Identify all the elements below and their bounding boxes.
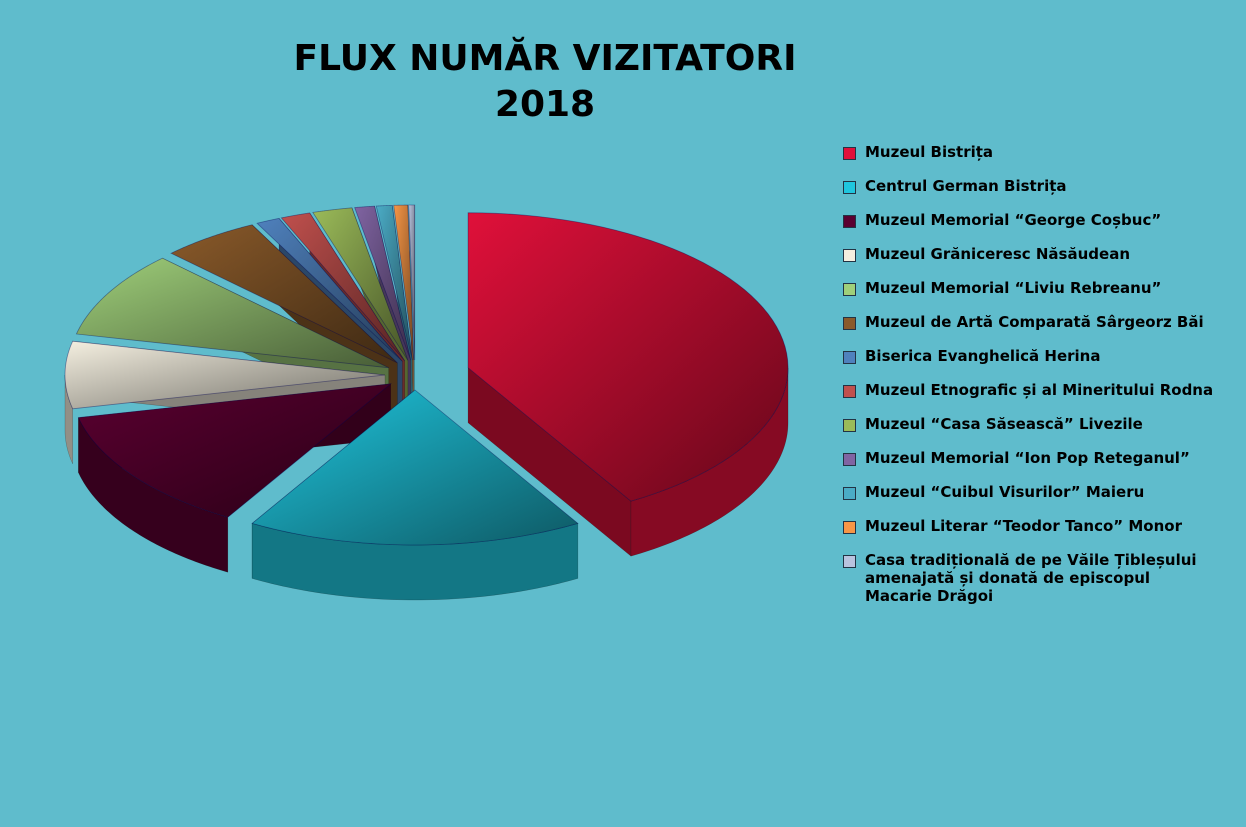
chart-title: FLUX NUMĂR VIZITATORI [293,38,797,79]
legend-label: Muzeul Etnografic și al Mineritului Rodn… [865,381,1214,399]
legend-label: Muzeul Memorial “Liviu Rebreanu” [865,279,1162,297]
legend-swatch [843,351,856,364]
legend-label: Muzeul “Casa Săsească” Livezile [865,415,1143,433]
legend-label: Muzeul Memorial “Ion Pop Reteganul” [865,449,1190,467]
legend-swatch [843,283,856,296]
legend-item: Muzeul “Casa Săsească” Livezile [840,415,1220,433]
legend-label: Biserica Evanghelică Herina [865,347,1101,365]
legend-swatch [843,181,856,194]
legend-swatch [843,317,856,330]
chart-subtitle: 2018 [494,84,596,125]
legend-item: Muzeul de Artă Comparată Sârgeorz Băi [840,313,1220,331]
slice [77,383,393,518]
legend-label: Muzeul de Artă Comparată Sârgeorz Băi [865,313,1204,331]
legend-swatch [843,147,856,160]
legend-label: Casa tradițională de pe Văile Țibleșului… [865,551,1197,605]
legend-label: Muzeul Grăniceresc Năsăudean [865,245,1130,263]
slice [408,204,416,361]
slice [64,340,386,410]
legend-swatch [843,487,856,500]
slice [354,205,412,361]
legend: Muzeul Bistrița Centrul German Bistrița Mu… [840,143,1220,621]
slice [375,204,413,361]
legend-item: Muzeul Bistrița [840,143,1220,161]
legend-item: Centrul German Bistrița [840,177,1220,195]
legend-label: Centrul German Bistrița [865,177,1067,195]
legend-label: Muzeul Memorial “George Coșbuc” [865,211,1162,229]
legend-label: Muzeul Literar “Teodor Tanco” Monor [865,517,1182,535]
slice [467,212,789,502]
slice [75,257,389,369]
legend-item: Biserica Evanghelică Herina [840,347,1220,365]
slice [312,207,409,361]
slice [393,204,415,361]
legend-swatch [843,249,856,262]
legend-swatch [843,453,856,466]
slice [280,212,406,362]
legend-item: Casa tradițională de pe Văile Țibleșului… [840,551,1220,605]
legend-swatch [843,521,856,534]
slice [256,217,403,362]
slice [170,224,398,364]
title-block: FLUX NUMĂR VIZITATORI 2018 [0,36,1090,128]
legend-item: Muzeul Memorial “George Coșbuc” [840,211,1220,229]
legend-item: Muzeul Grăniceresc Năsăudean [840,245,1220,263]
slice-side [630,367,789,557]
legend-label: Muzeul “Cuibul Visurilor” Maieru [865,483,1145,501]
legend-label: Muzeul Bistrița [865,143,994,161]
slice-side [64,374,73,464]
slice [251,389,579,546]
chart [64,204,789,601]
legend-swatch [843,215,856,228]
legend-swatch [843,385,856,398]
legend-item: Muzeul Etnografic și al Mineritului Rodn… [840,381,1220,399]
legend-item: Muzeul Memorial “Ion Pop Reteganul” [840,449,1220,467]
legend-item: Muzeul “Cuibul Visurilor” Maieru [840,483,1220,501]
legend-item: Muzeul Memorial “Liviu Rebreanu” [840,279,1220,297]
legend-swatch [843,555,856,568]
legend-item: Muzeul Literar “Teodor Tanco” Monor [840,517,1220,535]
legend-swatch [843,419,856,432]
slice-cut [467,367,632,557]
